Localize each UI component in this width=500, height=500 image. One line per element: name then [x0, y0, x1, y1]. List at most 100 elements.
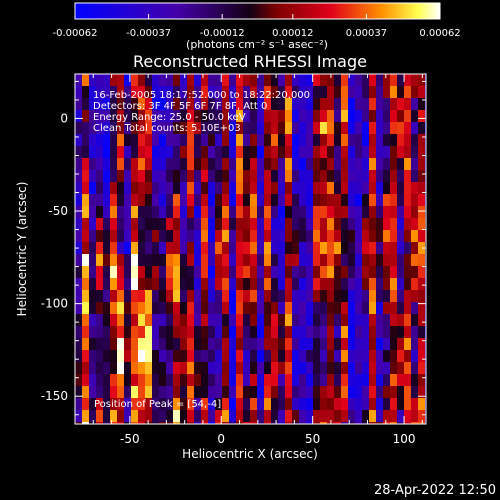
heatmap-cell [173, 278, 181, 291]
heatmap-cell [278, 374, 286, 387]
heatmap-cell [96, 122, 104, 135]
heatmap-cell [96, 110, 104, 123]
heatmap-cell [404, 218, 412, 231]
x-tick-label: -50 [120, 432, 140, 446]
colorbar-ticks: -0.00062 -0.00037 -0.00012 0.00012 0.00037 0.… [53, 14, 461, 39]
heatmap-cell [285, 350, 293, 363]
heatmap-cell [411, 86, 419, 99]
heatmap-cell [194, 194, 202, 207]
heatmap-cell [110, 302, 118, 315]
heatmap-cell [124, 158, 132, 171]
heatmap-cell [96, 74, 104, 87]
heatmap-cell [180, 230, 188, 243]
heatmap-cell [278, 146, 286, 159]
heatmap-cell [299, 122, 307, 135]
heatmap-cell [390, 374, 398, 387]
heatmap-cell [201, 170, 209, 183]
heatmap-cell [159, 158, 167, 171]
colorbar-tick-label: -0.00012 [200, 28, 245, 39]
heatmap-cell [313, 182, 321, 195]
heatmap-cell [404, 242, 412, 255]
heatmap-cell [334, 98, 342, 111]
heatmap-cell [299, 146, 307, 159]
heatmap-cell [117, 266, 125, 279]
heatmap-cell [411, 254, 419, 267]
heatmap-cell [208, 278, 216, 291]
heatmap-cell [131, 338, 139, 351]
heatmap-cell [411, 278, 419, 291]
heatmap-cell [173, 266, 181, 279]
heatmap-cell [201, 242, 209, 255]
heatmap-cell [208, 302, 216, 315]
heatmap-cell [362, 338, 370, 351]
heatmap-cell [264, 350, 272, 363]
heatmap-cell [264, 182, 272, 195]
heatmap-cell [124, 230, 132, 243]
heatmap-cell [271, 398, 279, 411]
heatmap-cell [327, 254, 335, 267]
heatmap-cell [138, 170, 146, 183]
heatmap-cell [138, 302, 146, 315]
heatmap-cell [194, 110, 202, 123]
heatmap-cell [418, 230, 426, 243]
heatmap-cell [320, 326, 328, 339]
heatmap-cell [271, 86, 279, 99]
heatmap-cell [278, 194, 286, 207]
heatmap-cell [229, 290, 237, 303]
heatmap-cell [362, 362, 370, 375]
heatmap-cell [404, 326, 412, 339]
heatmap-cell [250, 302, 258, 315]
heatmap-cell [89, 302, 97, 315]
heatmap-cell [138, 242, 146, 255]
heatmap-cell [215, 326, 223, 339]
heatmap-cell [306, 218, 314, 231]
heatmap-cell [278, 266, 286, 279]
heatmap-cell [355, 398, 363, 411]
heatmap-cell [250, 386, 258, 399]
heatmap-cell [383, 266, 391, 279]
heatmap-cell [390, 386, 398, 399]
heatmap-cell [117, 146, 125, 159]
heatmap-cell [411, 338, 419, 351]
heatmap-cell [194, 410, 202, 423]
heatmap-cell [390, 266, 398, 279]
heatmap-cell [292, 182, 300, 195]
heatmap-cell [362, 398, 370, 411]
heatmap-cell [138, 206, 146, 219]
heatmap-cell [369, 314, 377, 327]
heatmap-cell [117, 122, 125, 135]
heatmap-cell [82, 242, 90, 255]
heatmap-cell [201, 386, 209, 399]
heatmap-cell [264, 170, 272, 183]
heatmap-cell [418, 182, 426, 195]
heatmap-cell [327, 230, 335, 243]
heatmap-cell [285, 314, 293, 327]
heatmap-cell [243, 410, 251, 423]
heatmap-cell [187, 374, 195, 387]
heatmap-cell [173, 170, 181, 183]
heatmap-cell [418, 350, 426, 363]
heatmap-cell [236, 278, 244, 291]
heatmap-cell [411, 218, 419, 231]
heatmap-cell [257, 242, 265, 255]
heatmap-cell [145, 158, 153, 171]
heatmap-cell [243, 278, 251, 291]
colorbar-tick-label: -0.00037 [126, 28, 171, 39]
heatmap-cell [194, 122, 202, 135]
heatmap-cell [362, 422, 370, 424]
heatmap-cell [264, 266, 272, 279]
heatmap-cell [404, 158, 412, 171]
heatmap-cell [117, 194, 125, 207]
heatmap-cell [166, 278, 174, 291]
heatmap-cell [159, 86, 167, 99]
heatmap-cell [166, 98, 174, 111]
heatmap-cell [257, 170, 265, 183]
heatmap-cell [278, 122, 286, 135]
heatmap-cell [362, 254, 370, 267]
heatmap-cell [369, 362, 377, 375]
heatmap-cell [173, 338, 181, 351]
heatmap-cell [229, 134, 237, 147]
heatmap-cell [138, 86, 146, 99]
heatmap-cell [103, 290, 111, 303]
